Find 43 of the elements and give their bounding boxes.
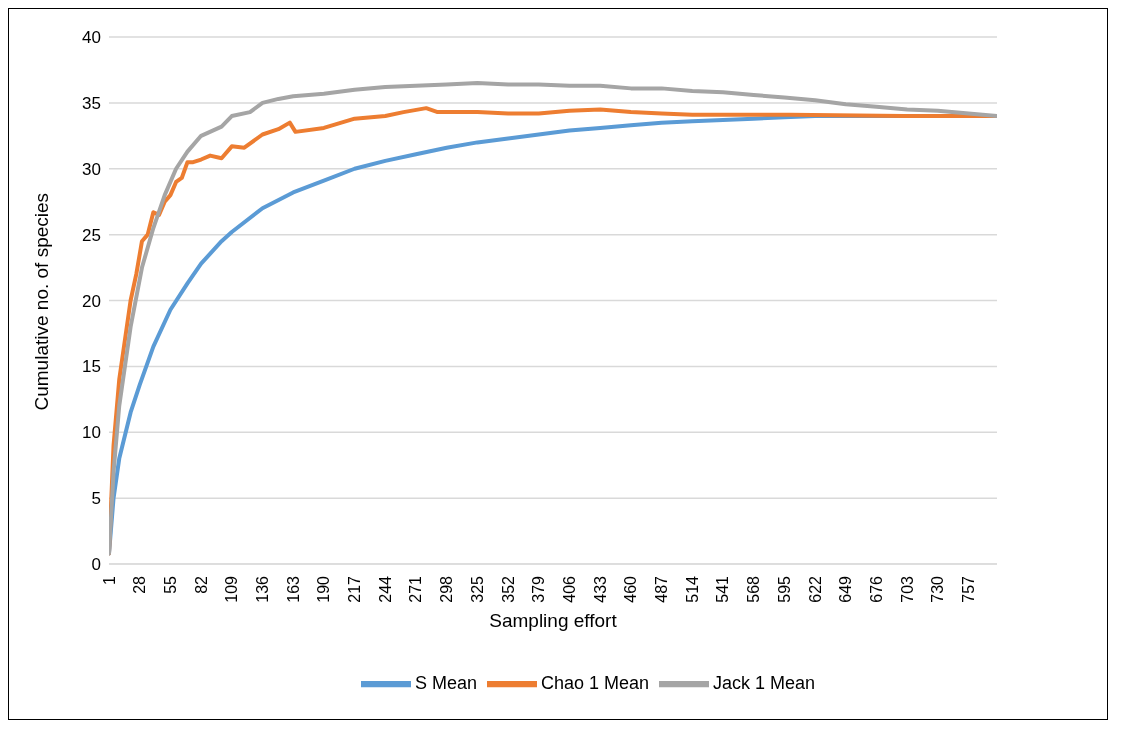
y-tick-label: 35 [82, 93, 101, 113]
x-tick-label: 55 [161, 575, 179, 594]
y-tick-label: 30 [82, 159, 101, 179]
x-tick-label: 703 [898, 575, 916, 603]
x-tick-label: 190 [315, 575, 333, 603]
x-tick-label: 622 [806, 575, 824, 603]
y-tick-label: 15 [82, 357, 101, 377]
x-tick-label: 676 [867, 575, 885, 603]
x-axis-title: Sampling effort [489, 610, 618, 631]
x-tick-label: 163 [284, 575, 302, 603]
x-tick-label: 28 [131, 575, 149, 594]
x-tick-label: 730 [929, 575, 947, 603]
x-tick-label: 541 [714, 575, 732, 603]
x-tick-label: 406 [560, 575, 578, 603]
x-tick-label: 379 [530, 575, 548, 603]
y-tick-label: 10 [82, 423, 101, 443]
x-tick-label: 568 [745, 575, 763, 603]
y-tick-label: 40 [82, 28, 101, 48]
x-tick-label: 298 [438, 575, 456, 603]
y-tick-label: 25 [82, 225, 101, 245]
x-tick-label: 595 [775, 575, 793, 603]
x-tick-label: 136 [254, 575, 271, 603]
x-tick-label: 1 [100, 575, 118, 585]
y-tick-label: 5 [91, 489, 101, 509]
legend-label: Jack 1 Mean [713, 672, 816, 693]
x-tick-label: 244 [376, 575, 394, 603]
y-tick-label: 0 [91, 555, 101, 575]
legend-label: S Mean [414, 672, 477, 693]
x-tick-label: 487 [653, 575, 671, 603]
x-tick-label: 325 [468, 575, 486, 603]
x-tick-label: 757 [960, 575, 978, 603]
legend-label: Chao 1 Mean [540, 672, 650, 693]
x-tick-label: 352 [499, 575, 517, 603]
x-tick-label: 109 [223, 575, 241, 603]
x-tick-label: 649 [837, 575, 855, 603]
x-tick-label: 217 [346, 575, 364, 603]
x-tick-label: 460 [622, 575, 640, 603]
y-tick-label: 20 [82, 291, 101, 311]
x-tick-label: 271 [407, 575, 425, 603]
x-tick-label: 514 [683, 575, 701, 603]
y-axis-title: Cumulative no. of species [30, 192, 52, 411]
x-tick-label: 433 [591, 575, 609, 603]
x-tick-label: 82 [192, 575, 210, 594]
